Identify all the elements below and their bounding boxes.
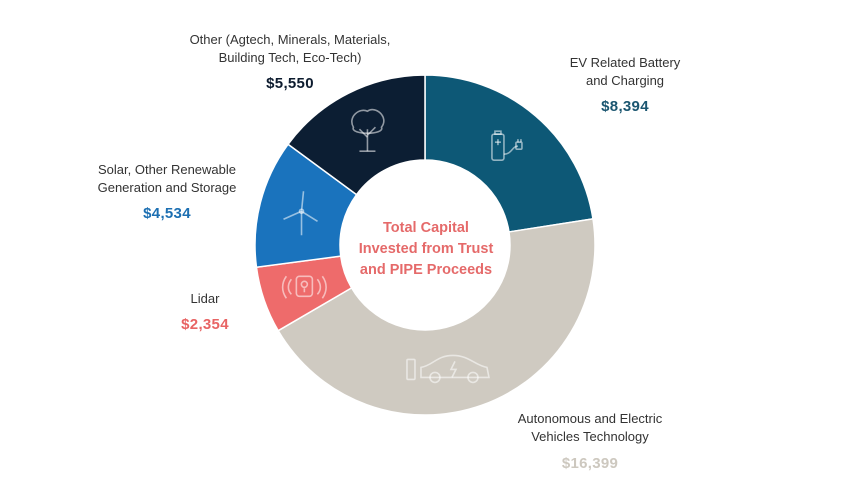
slice-label-solar-renewable-line-2: Generation and Storage [97,180,237,195]
slice-label-lidar-line-1: Lidar [190,291,220,306]
slice-label-other: Other (Agtech, Minerals, Materials, Buil… [170,31,410,67]
slice-label-ev-battery: EV Related Battery and Charging [530,54,720,90]
tree-icon [351,108,385,153]
slice-value-lidar: $2,354 [181,316,229,333]
slice-value-solar-renewable: $4,534 [143,205,191,222]
slice-label-solar-renewable-line-1: Solar, Other Renewable [97,162,237,177]
slice-label-autonomous-ev-line-2: Vehicles Technology [531,429,649,444]
slice-label-autonomous-ev: Autonomous and Electric Vehicles Technol… [495,410,685,446]
slice-value-other: $5,550 [266,75,314,92]
chart-title-line-2: Invested from Trust [358,241,494,257]
battery-charging-icon [491,130,523,161]
slice-value-autonomous-ev: $16,399 [561,455,619,472]
slice-label-lidar: Lidar [150,290,260,308]
donut-slice-other [287,74,426,196]
slice-label-autonomous-ev-line-1: Autonomous and Electric [517,411,663,426]
wind-turbine-icon [283,191,318,236]
donut-slice-autonomous-ev [277,218,596,416]
electric-car-icon [406,354,490,384]
chart-title-line-1: Total Capital [383,220,469,236]
slice-label-ev-battery-line-1: EV Related Battery [569,55,681,70]
chart-title: Total Capital Invested from Trust and PI… [340,218,512,281]
slice-label-other-line-1: Other (Agtech, Minerals, Materials, [189,32,391,47]
slice-value-ev-battery: $8,394 [601,98,649,115]
slice-label-ev-battery-line-2: and Charging [585,73,665,88]
lidar-sensor-icon [281,275,327,299]
slice-label-other-line-2: Building Tech, Eco-Tech) [218,50,362,65]
chart-title-line-3: and PIPE Proceeds [359,262,493,278]
slice-label-solar-renewable: Solar, Other Renewable Generation and St… [82,161,252,197]
